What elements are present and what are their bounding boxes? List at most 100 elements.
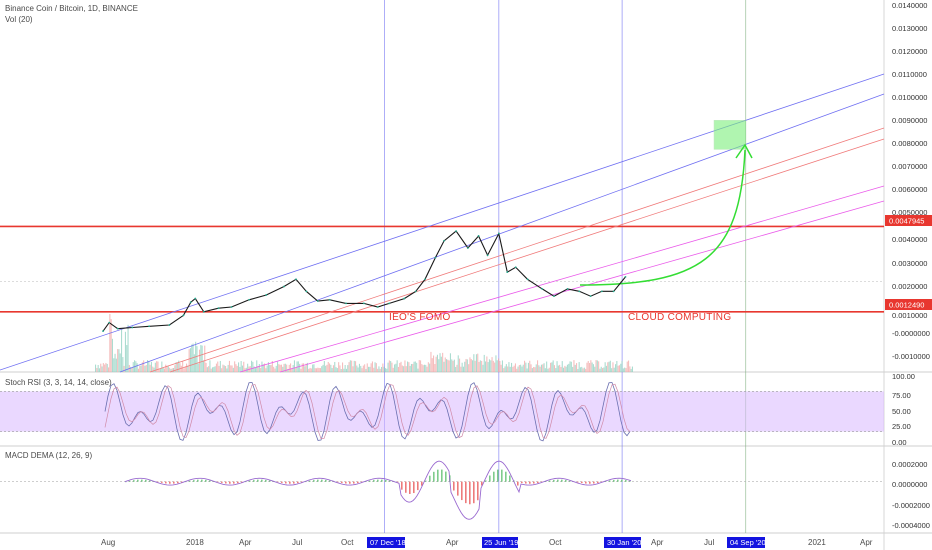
volume-bar [504,366,506,372]
macd-histogram-bar [269,480,271,482]
x-label: Oct [549,538,562,547]
volume-bar [400,361,402,372]
date-tag-jun19 [482,537,518,548]
stoch-y-tick: 75.00 [892,391,911,400]
volume-bar [607,362,609,372]
price-point [265,294,268,296]
volume-bar [631,366,633,372]
volume-bar [209,360,211,372]
macd-histogram-bar [277,481,279,483]
macd-histogram-bar [509,475,511,482]
volume-bar [600,366,602,372]
volume-bar [485,361,487,372]
price-series [102,230,627,332]
volume-bar [309,367,311,372]
macd-histogram-bar [417,481,419,491]
volume-bar [466,359,468,372]
volume-bar [287,368,289,372]
volume-bar [200,345,202,372]
volume-bar [265,368,267,372]
volume-bar [563,367,565,372]
macd-histogram-bar [437,469,439,482]
macd-histogram-bar [413,481,415,494]
volume-bar [325,365,327,372]
volume-bar [410,363,412,372]
volume-bar [312,364,314,372]
volume-bar [392,367,394,372]
macd-histogram-bar [217,481,219,483]
volume-bar [520,364,522,372]
volume-bar [293,360,295,372]
macd-histogram-bar [581,481,583,484]
volume-bar [173,368,175,372]
volume-bar [546,361,548,372]
volume-bars [95,313,633,372]
macd-histogram-bar [249,480,251,482]
volume-bar [97,365,99,372]
volume-bar [236,365,238,372]
y-tick: 0.0020000 [892,282,927,291]
volume-bar [436,354,438,372]
macd-histogram-bar [605,481,607,482]
volume-bar [326,364,328,372]
volume-bar [404,360,406,372]
volume-bar [357,367,359,372]
macd-histogram-bar [353,481,355,484]
macd-histogram-bar [169,481,171,484]
volume-bar [548,367,550,372]
resistance-price-tag [885,215,932,226]
volume-bar [456,364,458,372]
volume-bar [370,363,372,372]
volume-bar [512,366,514,372]
volume-bar [197,363,199,372]
price-point [283,285,285,288]
volume-bar [364,364,366,372]
volume-bar [397,366,399,372]
macd-histogram-bar [225,481,227,484]
price-point [434,256,437,259]
y-tick: 0.0130000 [892,24,927,33]
macd-histogram-bar [489,475,491,482]
volume-bar [184,366,186,372]
price-point [316,300,319,302]
volume-bar [421,364,423,372]
volume-bar [478,361,480,372]
volume-bar [581,366,583,372]
volume-bar [143,360,145,372]
volume-bar [227,364,229,372]
volume-bar [483,354,485,372]
macd-histogram-bar [133,480,135,482]
price-point [486,254,489,257]
volume-bar [457,355,459,372]
date-tag-sep20-text: 04 Sep '20 [730,538,766,547]
volume-bar [205,362,207,372]
volume-bar [365,368,367,372]
volume-bar [550,362,552,372]
price-point [102,330,104,332]
volume-bar [123,365,125,372]
volume-bar [291,368,293,372]
volume-bar [447,359,449,372]
volume-bar [427,362,429,372]
volume-bar [145,365,147,372]
trend-channel-line [119,93,885,373]
volume-bar [342,362,344,372]
volume-bar [171,368,173,372]
volume-bar [219,360,221,372]
volume-bar [615,364,617,372]
volume-bar [453,359,455,372]
volume-bar [111,338,113,372]
x-label: Aug [101,538,115,547]
volume-bar [96,367,98,372]
macd-histogram-bar [505,471,507,482]
volume-bar [331,368,333,372]
volume-bar [602,368,604,372]
volume-bar [388,360,390,372]
volume-bar [438,359,440,372]
ieo-fomo-annotation: IEO'S FOMO [389,312,451,323]
volume-bar [429,363,431,372]
volume-bar [420,360,422,372]
trend-channel-line [149,127,885,373]
macd-histogram-bar [361,481,363,483]
